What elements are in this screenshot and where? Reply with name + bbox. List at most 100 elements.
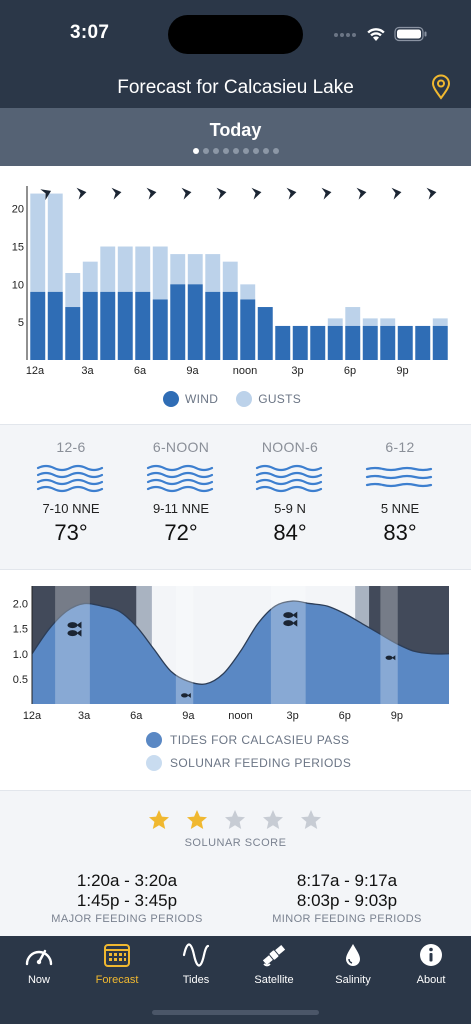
period-name: 12-6 [56, 439, 86, 455]
wind-legend-label: WIND [185, 392, 219, 406]
period-name: 6-NOON [152, 439, 210, 455]
wind-bar [30, 291, 46, 360]
wind-direction-arrow [181, 187, 192, 200]
period-temp: 72° [164, 520, 198, 545]
tab-label: About [416, 974, 446, 986]
star-empty-icon [225, 810, 245, 829]
tab-now[interactable]: Now [0, 942, 78, 986]
gusts-legend-swatch [236, 391, 253, 407]
wind-bar [345, 325, 361, 360]
tab-salinity[interactable]: Salinity [314, 942, 392, 986]
day-label: Today [209, 120, 262, 140]
wind-direction-arrow [111, 187, 122, 200]
page-dot[interactable] [242, 148, 249, 154]
minor-periods-label: MINOR FEEDING PERIODS [272, 913, 422, 925]
star-shape [225, 810, 245, 829]
wind-bar [82, 291, 98, 360]
page-dot[interactable] [232, 148, 239, 154]
wind-direction-arrow [391, 187, 402, 200]
page-dot[interactable] [272, 148, 279, 154]
y-tick-label: 15 [12, 242, 24, 254]
fish-body [67, 630, 78, 637]
page-indicator[interactable] [0, 148, 471, 154]
home-indicator [152, 1010, 319, 1015]
header: Forecast for Calcasieu Lake [0, 68, 471, 108]
period-wind: 5 NNE [380, 501, 420, 516]
star-shape [263, 810, 283, 829]
x-tick-label: 6a [130, 710, 143, 722]
light-waves-icon [365, 466, 433, 488]
wind-legend: WIND GUSTS [163, 391, 301, 407]
major-periods-label: MAJOR FEEDING PERIODS [51, 913, 203, 925]
water-drop-icon [346, 944, 360, 966]
day-selector[interactable]: Today [0, 108, 471, 166]
page-dot[interactable] [202, 148, 209, 154]
wind-bar [397, 325, 413, 360]
fish-body [67, 622, 78, 629]
fish-body [283, 612, 294, 619]
wind-direction-icon [146, 187, 157, 200]
x-tick-label: 6a [134, 365, 147, 377]
tide-line [31, 600, 450, 685]
calendar-icon [104, 944, 130, 967]
y-tick-label: 1.5 [13, 624, 28, 636]
page-dot[interactable] [212, 148, 219, 154]
info-icon [420, 944, 442, 966]
wind-bar [170, 284, 186, 360]
page-dot[interactable] [192, 148, 199, 154]
tab-about[interactable]: About [392, 942, 470, 986]
wind-direction-arrow [426, 187, 437, 200]
x-tick-label: 6p [339, 710, 351, 722]
tab-forecast[interactable]: Forecast [78, 942, 156, 986]
wind-direction-icon [321, 187, 332, 200]
tab-label: Satellite [254, 974, 294, 986]
tab-tides[interactable]: Tides [157, 942, 235, 986]
period-wind: 7-10 NNE [42, 501, 100, 516]
page-dot[interactable] [262, 148, 269, 154]
page-dot[interactable] [222, 148, 229, 154]
battery-icon [394, 26, 427, 42]
tab-label: Tides [182, 974, 210, 986]
period-morning: 6-NOON 9-11 NNE 72° [126, 439, 236, 546]
y-tick-label: 0.5 [13, 674, 28, 686]
wind-bar [275, 325, 291, 360]
minor-period-time: 8:03p - 9:03p [296, 891, 398, 910]
page-dot[interactable] [252, 148, 259, 154]
feeding-period-band [175, 586, 194, 704]
wind-bar [100, 291, 116, 360]
tab-label: Salinity [335, 974, 371, 986]
wind-bar [362, 325, 378, 360]
fish-tail [292, 611, 298, 619]
sine-wave-icon [182, 943, 210, 967]
gusts-legend-label: GUSTS [258, 392, 302, 406]
star-empty-icon [263, 810, 283, 829]
status-bar: 3:07 [0, 0, 471, 68]
tides-legend: TIDES FOR CALCASIEU PASS [146, 732, 349, 748]
period-wind: 5-9 N [274, 501, 306, 516]
choppy-waves-icon [36, 464, 104, 493]
fish-icon [67, 621, 82, 629]
major-feeding-periods: 1:20a - 3:20a 1:45p - 3:45p MAJOR FEEDIN… [22, 871, 232, 925]
fish-icon [283, 611, 298, 619]
y-tick-label: 5 [18, 317, 24, 329]
y-tick-label: 2.0 [13, 599, 28, 611]
wind-direction-arrow [40, 189, 52, 201]
feeding-period-band [55, 586, 90, 704]
tab-satellite[interactable]: Satellite [235, 942, 313, 986]
fish-tail [187, 692, 191, 698]
x-tick-label: 3a [78, 710, 91, 722]
tab-label: Now [27, 974, 50, 986]
fish-body [283, 620, 294, 627]
x-tick-label: 9p [396, 365, 408, 377]
x-tick-label: 3p [287, 710, 299, 722]
fish-tail [76, 621, 82, 629]
tide-chart: 0.5 1.0 1.5 2.0 12a 3a 6a 9a noon 3p 6p 9p [13, 586, 450, 722]
y-tick-label: 10 [12, 279, 24, 291]
x-tick-label: 9a [186, 365, 199, 377]
wind-bar [47, 291, 63, 360]
location-pin-icon[interactable] [430, 74, 452, 100]
x-tick-label: 12a [23, 710, 42, 722]
minor-feeding-periods: 8:17a - 9:17a 8:03p - 9:03p MINOR FEEDIN… [242, 871, 452, 925]
wind-bar [222, 291, 238, 360]
feeding-legend: SOLUNAR FEEDING PERIODS [146, 755, 351, 771]
